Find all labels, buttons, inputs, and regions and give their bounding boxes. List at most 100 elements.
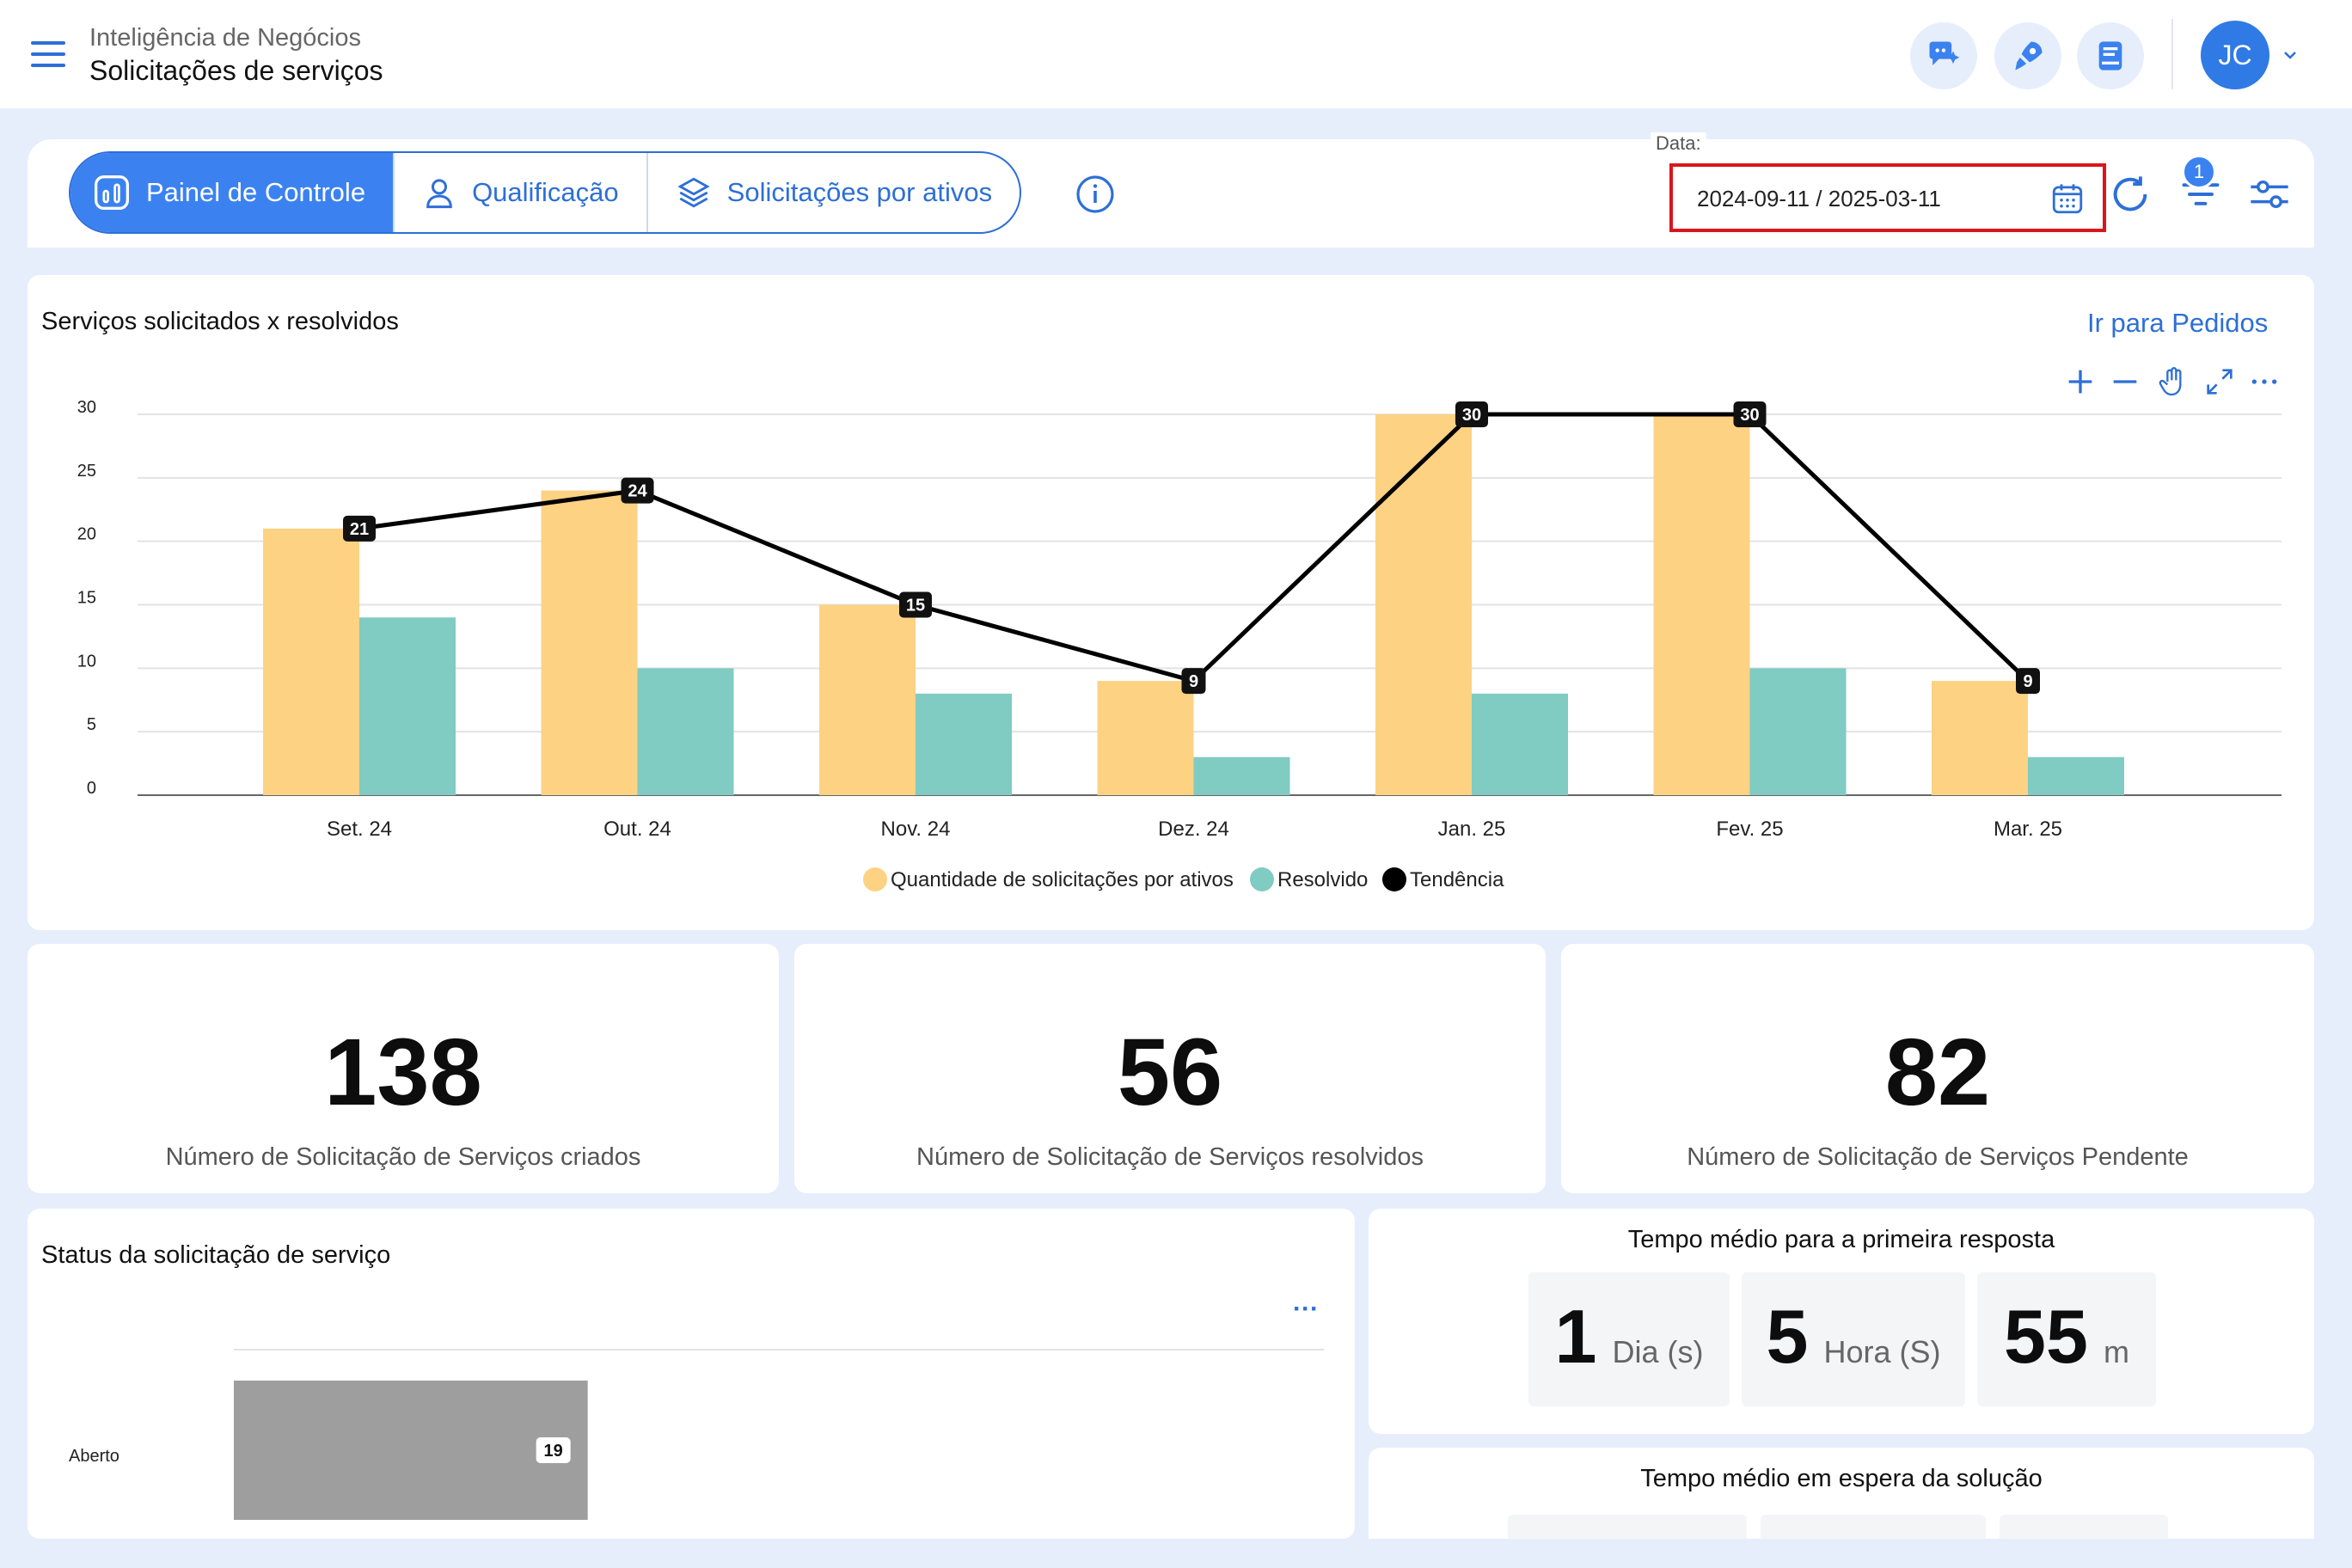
legend-label: Resolvido bbox=[1277, 868, 1368, 891]
page-title: Solicitações de serviços bbox=[89, 55, 383, 86]
resolved-bar bbox=[1749, 668, 1847, 795]
resolved-bar bbox=[1193, 756, 1290, 795]
requests-bar bbox=[263, 528, 359, 795]
kpi-value: 138 bbox=[324, 1020, 482, 1125]
status-value-label: 19 bbox=[544, 1442, 563, 1461]
avatar[interactable]: JC bbox=[2201, 21, 2269, 89]
resolved-bar bbox=[359, 617, 456, 795]
rocket-button[interactable] bbox=[1994, 22, 2061, 89]
status-bar-chart: Aberto 19 bbox=[69, 1349, 1324, 1520]
chart-title: Serviços solicitados x resolvidos bbox=[41, 308, 399, 335]
tab-solicitacoes-por-ativos[interactable]: Solicitações por ativos bbox=[648, 153, 1020, 232]
trend-data-label: 30 bbox=[1462, 406, 1481, 425]
legend-marker bbox=[1250, 867, 1274, 891]
tab-painel-de-controle[interactable]: Painel de Controle bbox=[70, 153, 395, 232]
hours-value: 5 bbox=[1766, 1294, 1809, 1379]
expand-icon[interactable] bbox=[2202, 364, 2237, 399]
kpi-label: Número de Solicitação de Serviços Penden… bbox=[1687, 1143, 2189, 1171]
trend-point bbox=[1733, 401, 1767, 427]
requests-vs-resolved-chart: 0 5 10 15 20 25 30 Set. 24 Out. 24 Nov. 24 Dez. 24… bbox=[77, 398, 2282, 891]
legend-label: Quantidade de solicitações por ativos bbox=[891, 868, 1234, 891]
info-icon[interactable] bbox=[1075, 174, 1116, 215]
x-tick-label: Nov. 24 bbox=[881, 818, 951, 841]
days-value: 1 bbox=[1554, 1294, 1597, 1379]
minutes-box: 55 m bbox=[1977, 1272, 2156, 1406]
module-name: Inteligência de Negócios bbox=[89, 24, 361, 52]
y-tick-label: 5 bbox=[87, 715, 96, 734]
zoom-out-icon[interactable] bbox=[2108, 364, 2142, 399]
refresh-icon[interactable] bbox=[2108, 172, 2153, 217]
x-tick-label: Mar. 25 bbox=[1994, 818, 2062, 841]
filter-count-badge: 1 bbox=[2182, 155, 2216, 189]
legend-marker bbox=[1382, 867, 1406, 891]
kpi-card-created: 138 Número de Solicitação de Serviços cr… bbox=[28, 944, 779, 1193]
minutes-unit: m bbox=[2103, 1334, 2129, 1369]
minutes-value: 55 bbox=[2004, 1294, 2088, 1379]
y-tick-label: 15 bbox=[77, 589, 96, 608]
y-tick-label: 0 bbox=[87, 779, 96, 798]
tab-label: Painel de Controle bbox=[146, 177, 366, 207]
more-options-icon[interactable]: ··· bbox=[1293, 1295, 1319, 1323]
legend-label: Tendência bbox=[1410, 868, 1504, 891]
status-bar bbox=[234, 1381, 588, 1520]
tab-group: Painel de Controle Qualificação Solicita… bbox=[69, 151, 1022, 234]
trend-point bbox=[1181, 668, 1206, 695]
kpi-value: 56 bbox=[1117, 1020, 1223, 1125]
requests-bar bbox=[819, 604, 916, 795]
hamburger-menu-icon[interactable] bbox=[31, 41, 65, 69]
hours-unit: Hora (S) bbox=[1823, 1334, 1941, 1369]
kpi-card-resolved: 56 Número de Solicitação de Serviços res… bbox=[794, 944, 1546, 1193]
resolved-bar bbox=[637, 668, 734, 795]
go-to-orders-link[interactable]: Ir para Pedidos bbox=[2087, 308, 2269, 338]
rocket-icon bbox=[2015, 41, 2043, 70]
kpi-card-pending: 82 Número de Solicitação de Serviços Pen… bbox=[1561, 944, 2314, 1193]
chevron-down-icon[interactable] bbox=[2280, 45, 2300, 65]
tab-label: Solicitações por ativos bbox=[726, 177, 993, 207]
wait-hours-box bbox=[1761, 1515, 1986, 1539]
trend-data-label: 30 bbox=[1740, 406, 1759, 425]
trend-point bbox=[2016, 668, 2040, 695]
hours-box: 5 Hora (S) bbox=[1742, 1272, 1965, 1406]
y-tick-label: 10 bbox=[77, 652, 96, 671]
days-unit: Dia (s) bbox=[1612, 1334, 1704, 1369]
tab-qualificacao[interactable]: Qualificação bbox=[395, 153, 648, 232]
zoom-in-icon[interactable] bbox=[2063, 364, 2098, 399]
date-range-value: 2024-09-11 / 2025-03-11 bbox=[1697, 186, 1941, 211]
date-field-label: Data: bbox=[1651, 132, 1706, 155]
status-card-title: Status da solicitação de serviço bbox=[41, 1241, 391, 1269]
wait-solution-title: Tempo médio em espera da solução bbox=[1640, 1465, 2043, 1492]
wait-days-box bbox=[1508, 1515, 1747, 1539]
resolved-bar bbox=[1472, 693, 1568, 795]
header-divider bbox=[2171, 19, 2173, 89]
trend-point bbox=[621, 477, 654, 504]
legend-marker bbox=[863, 867, 887, 891]
user-icon bbox=[426, 179, 452, 209]
calendar-icon[interactable] bbox=[2049, 181, 2086, 217]
x-tick-label: Dez. 24 bbox=[1158, 818, 1229, 841]
resolved-bar bbox=[2028, 756, 2124, 795]
kpi-value: 82 bbox=[1884, 1020, 1991, 1125]
requests-bar bbox=[1932, 681, 2028, 795]
x-tick-label: Jan. 25 bbox=[1438, 818, 1506, 841]
trend-data-label: 24 bbox=[628, 482, 647, 501]
status-card: Status da solicitação de serviço ··· Abe… bbox=[28, 1209, 1355, 1539]
requests-bar bbox=[1375, 414, 1472, 795]
resolved-bar bbox=[916, 693, 1012, 795]
more-options-icon[interactable] bbox=[2247, 364, 2282, 399]
requests-bar bbox=[541, 490, 638, 795]
pan-hand-icon[interactable] bbox=[2156, 364, 2190, 399]
trend-data-label: 9 bbox=[1189, 672, 1198, 691]
trend-data-label: 15 bbox=[906, 597, 925, 616]
status-value-badge bbox=[536, 1437, 571, 1463]
docs-button[interactable] bbox=[2077, 22, 2144, 89]
trend-point bbox=[899, 591, 932, 618]
trend-point bbox=[1455, 401, 1488, 427]
y-tick-label: 30 bbox=[77, 398, 96, 417]
settings-sliders-icon[interactable] bbox=[2247, 172, 2292, 217]
status-category-label: Aberto bbox=[69, 1447, 119, 1466]
tab-label: Qualificação bbox=[472, 177, 619, 207]
ai-chat-button[interactable] bbox=[1910, 22, 1977, 89]
x-tick-label: Out. 24 bbox=[603, 818, 671, 841]
date-range-field[interactable]: 2024-09-11 / 2025-03-11 bbox=[1669, 163, 2106, 232]
trend-point bbox=[343, 515, 376, 542]
